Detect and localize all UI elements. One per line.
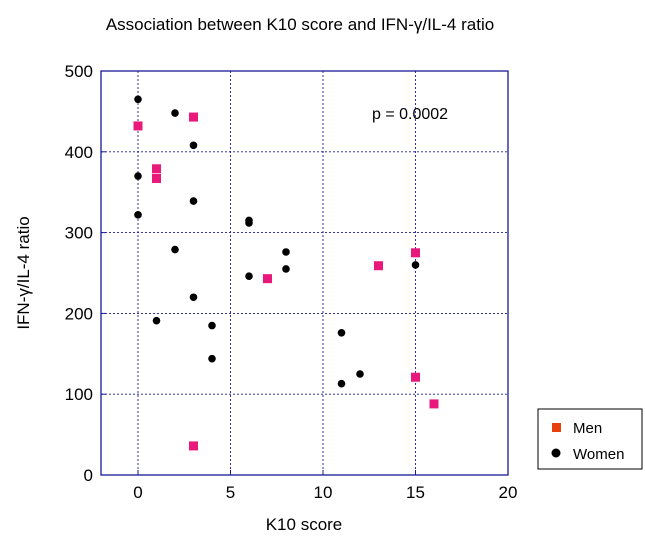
- men-point-5: [263, 274, 272, 284]
- women-point-18: [356, 370, 364, 378]
- y-tick-label-5: 500: [65, 62, 93, 81]
- x-axis-ticks: 0 5 10 15 20: [133, 470, 517, 502]
- data-points: [133, 95, 439, 451]
- y-axis-ticks: 0 100 200 300 400 500: [65, 62, 106, 485]
- women-point-15: [282, 265, 290, 273]
- women-point-19: [411, 261, 420, 269]
- p-value-annotation: p = 0.0002: [372, 106, 448, 123]
- women-point-5: [171, 245, 179, 254]
- women-point-16: [337, 328, 346, 337]
- men-point-8: [411, 372, 420, 382]
- women-point-2: [134, 211, 142, 219]
- x-axis-label: K10 score: [266, 515, 343, 534]
- x-tick-label-4: 20: [499, 483, 518, 502]
- plot-frame: [100, 70, 509, 476]
- women-point-1: [134, 172, 142, 180]
- legend-women-marker: [551, 448, 561, 458]
- women-point-9: [208, 321, 216, 330]
- x-tick-label-3: 15: [406, 483, 425, 502]
- men-point-0: [133, 121, 143, 131]
- grid-lines: [101, 71, 508, 475]
- y-tick-label-1: 100: [65, 385, 93, 404]
- y-tick-label-3: 300: [65, 224, 93, 243]
- women-point-0: [134, 95, 142, 104]
- men-point-2: [152, 173, 161, 183]
- women-point-6: [189, 141, 198, 150]
- women-point-7: [189, 197, 198, 205]
- men-point-7: [411, 248, 420, 258]
- women-point-8: [189, 293, 198, 302]
- women-point-4: [171, 109, 179, 117]
- men-point-9: [429, 399, 439, 409]
- y-axis-label: IFN-γ/IL-4 ratio: [14, 216, 33, 329]
- x-tick-label-0: 0: [133, 483, 142, 502]
- men-point-4: [189, 441, 198, 451]
- women-point-14: [282, 248, 290, 256]
- women-point-12: [245, 219, 253, 227]
- women-point-10: [208, 354, 216, 363]
- chart-title: Association between K10 score and IFN-γ/…: [106, 15, 494, 34]
- y-tick-label-4: 400: [65, 143, 93, 162]
- men-point-6: [374, 261, 383, 271]
- y-tick-label-0: 0: [84, 466, 93, 485]
- men-point-3: [189, 112, 198, 122]
- women-point-17: [337, 379, 346, 388]
- legend-women-label: Women: [573, 446, 624, 463]
- x-tick-label-2: 10: [314, 483, 333, 502]
- legend: Men Women: [537, 408, 643, 470]
- men-point-1: [152, 164, 161, 174]
- legend-box: [537, 408, 643, 470]
- women-point-13: [245, 272, 253, 281]
- legend-men-marker: [552, 423, 561, 432]
- legend-men-label: Men: [573, 420, 602, 437]
- women-point-3: [152, 316, 161, 325]
- x-tick-label-1: 5: [226, 483, 235, 502]
- y-tick-label-2: 200: [65, 304, 93, 323]
